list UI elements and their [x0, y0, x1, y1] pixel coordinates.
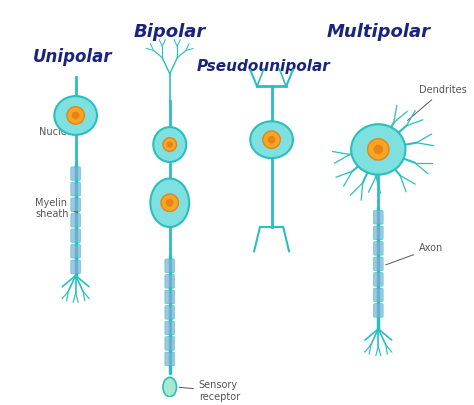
Text: Pseudounipolar: Pseudounipolar: [197, 59, 331, 74]
FancyBboxPatch shape: [374, 304, 383, 317]
FancyBboxPatch shape: [71, 245, 81, 258]
Circle shape: [161, 194, 179, 211]
Ellipse shape: [163, 377, 176, 397]
Ellipse shape: [250, 121, 293, 158]
FancyBboxPatch shape: [71, 213, 81, 227]
Circle shape: [72, 111, 80, 119]
Circle shape: [374, 145, 383, 154]
Text: Sensory
receptor: Sensory receptor: [179, 380, 240, 402]
FancyBboxPatch shape: [71, 182, 81, 196]
FancyBboxPatch shape: [71, 167, 81, 181]
FancyBboxPatch shape: [374, 211, 383, 224]
Text: Myelin
sheath: Myelin sheath: [35, 198, 78, 220]
Ellipse shape: [55, 96, 97, 135]
FancyBboxPatch shape: [374, 257, 383, 271]
Circle shape: [263, 131, 280, 149]
Ellipse shape: [153, 127, 186, 162]
Text: Axon: Axon: [386, 243, 443, 265]
Text: Unipolar: Unipolar: [33, 47, 112, 66]
Circle shape: [166, 199, 173, 207]
Text: Multipolar: Multipolar: [326, 23, 430, 41]
Text: Dendrites: Dendrites: [408, 85, 467, 120]
Ellipse shape: [351, 124, 405, 175]
FancyBboxPatch shape: [71, 260, 81, 274]
FancyBboxPatch shape: [165, 321, 174, 335]
Circle shape: [167, 141, 173, 148]
Circle shape: [163, 138, 176, 151]
FancyBboxPatch shape: [71, 198, 81, 211]
FancyBboxPatch shape: [165, 259, 174, 273]
FancyBboxPatch shape: [374, 288, 383, 302]
FancyBboxPatch shape: [165, 352, 174, 366]
FancyBboxPatch shape: [165, 337, 174, 350]
FancyBboxPatch shape: [165, 306, 174, 319]
Text: Nucleus: Nucleus: [39, 119, 81, 137]
Text: Bipolar: Bipolar: [134, 23, 206, 41]
Circle shape: [67, 107, 84, 124]
FancyBboxPatch shape: [374, 273, 383, 286]
Ellipse shape: [150, 179, 189, 227]
FancyBboxPatch shape: [374, 226, 383, 240]
FancyBboxPatch shape: [374, 241, 383, 255]
FancyBboxPatch shape: [71, 229, 81, 243]
FancyBboxPatch shape: [165, 290, 174, 304]
Circle shape: [268, 136, 275, 144]
FancyBboxPatch shape: [165, 275, 174, 288]
Circle shape: [368, 139, 389, 160]
